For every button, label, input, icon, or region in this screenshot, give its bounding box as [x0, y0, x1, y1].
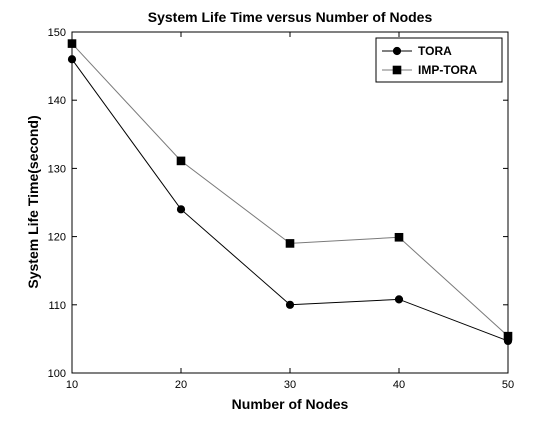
data-point-tora [67, 55, 77, 64]
chart-title: System Life Time versus Number of Nodes [148, 9, 433, 25]
x-tick-label: 10 [66, 379, 78, 391]
data-point-tora [285, 300, 295, 309]
y-axis-label: System Life Time(second) [25, 115, 41, 288]
y-tick-label: 140 [48, 95, 66, 107]
y-tick-label: 110 [48, 300, 66, 312]
axis-ticks: 10 20 30 40 50 100 110 120 130 140 150 [48, 27, 514, 391]
y-tick-label: 130 [48, 163, 66, 175]
data-point-imp-tora [503, 331, 513, 341]
legend: TORA IMP-TORA [375, 37, 503, 83]
data-point-imp-tora [176, 156, 186, 166]
legend-label-imp-tora: IMP-TORA [418, 63, 477, 77]
legend-marker-tora [392, 46, 402, 56]
y-tick-label: 100 [48, 368, 66, 380]
data-point-imp-tora [67, 39, 77, 48]
data-point-imp-tora [394, 232, 404, 242]
plot-area [71, 31, 509, 374]
y-tick-label: 150 [48, 27, 66, 39]
data-point-imp-tora [285, 239, 295, 248]
data-point-tora [176, 205, 186, 214]
x-tick-label: 20 [175, 379, 187, 391]
x-tick-label: 40 [393, 379, 405, 391]
series-markers [67, 39, 513, 346]
y-tick-label: 120 [48, 232, 66, 244]
x-tick-label: 30 [284, 379, 296, 391]
data-point-tora [394, 295, 404, 304]
legend-box [375, 37, 503, 83]
legend-marker-imp-tora [392, 65, 402, 75]
x-axis-label: Number of Nodes [232, 396, 349, 412]
x-tick-label: 50 [502, 379, 514, 391]
legend-label-tora: TORA [418, 44, 452, 58]
